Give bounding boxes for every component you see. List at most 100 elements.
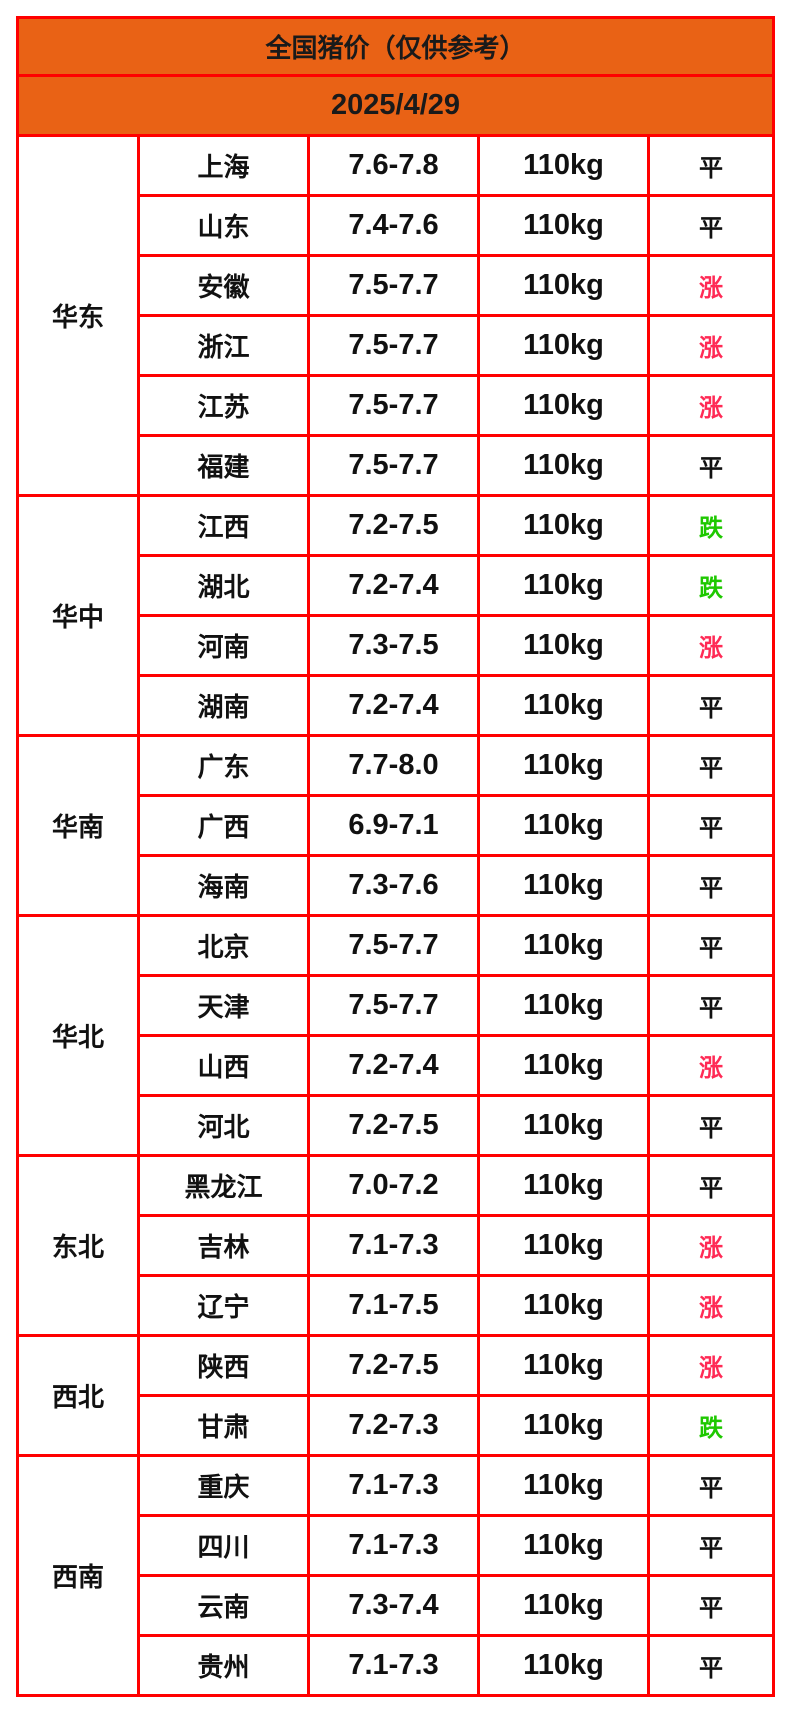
region-cell: 东北 <box>16 1154 140 1337</box>
weight-cell: 110kg <box>477 434 650 497</box>
weight-cell: 110kg <box>477 194 650 257</box>
trend-cell: 平 <box>646 1454 776 1517</box>
trend-cell: 涨 <box>646 614 776 677</box>
price-cell: 7.2-7.3 <box>307 1394 480 1457</box>
province-cell: 湖北 <box>137 554 310 617</box>
price-cell: 7.3-7.4 <box>307 1574 480 1637</box>
table-row: 华东 上海 7.6-7.8 110kg 平 <box>16 134 776 497</box>
price-cell: 7.6-7.8 <box>307 134 480 197</box>
table-row: 西南 重庆 7.1-7.3 110kg 平 <box>16 1454 776 1697</box>
trend-cell: 跌 <box>646 1394 776 1457</box>
trend-cell: 平 <box>646 914 776 977</box>
price-cell: 7.1-7.3 <box>307 1214 480 1277</box>
province-cell: 安徽 <box>137 254 310 317</box>
weight-cell: 110kg <box>477 614 650 677</box>
price-cell: 7.5-7.7 <box>307 914 480 977</box>
province-cell: 天津 <box>137 974 310 1037</box>
table-row: 海南 7.3-7.6 110kg 平 <box>18 854 776 917</box>
weight-cell: 110kg <box>477 254 650 317</box>
weight-cell: 110kg <box>477 674 650 737</box>
price-cell: 7.5-7.7 <box>307 374 480 437</box>
table-row: 山西 7.2-7.4 110kg 涨 <box>18 1034 776 1097</box>
table-row: 甘肃 7.2-7.3 110kg 跌 <box>18 1394 776 1457</box>
province-cell: 吉林 <box>137 1214 310 1277</box>
table-row: 安徽 7.5-7.7 110kg 涨 <box>18 254 776 317</box>
price-cell: 7.2-7.5 <box>307 1334 480 1397</box>
region-cell: 华南 <box>16 734 140 917</box>
price-cell: 7.3-7.6 <box>307 854 480 917</box>
trend-cell: 涨 <box>646 254 776 317</box>
table-title: 全国猪价（仅供参考） <box>15 16 776 77</box>
province-cell: 河南 <box>137 614 310 677</box>
province-cell: 江苏 <box>137 374 310 437</box>
trend-cell: 平 <box>646 134 776 197</box>
table-row: 福建 7.5-7.7 110kg 平 <box>18 434 776 497</box>
table-row: 华北 北京 7.5-7.7 110kg 平 <box>16 914 776 1157</box>
trend-cell: 平 <box>646 674 776 737</box>
table-row: 广西 6.9-7.1 110kg 平 <box>18 794 776 857</box>
table-row: 山东 7.4-7.6 110kg 平 <box>18 194 776 257</box>
trend-cell: 平 <box>646 1514 776 1577</box>
table-row: 华中 江西 7.2-7.5 110kg 跌 <box>16 494 776 737</box>
trend-cell: 平 <box>646 434 776 497</box>
price-cell: 7.2-7.4 <box>307 674 480 737</box>
weight-cell: 110kg <box>477 1454 650 1517</box>
province-cell: 湖南 <box>137 674 310 737</box>
weight-cell: 110kg <box>477 794 650 857</box>
weight-cell: 110kg <box>477 974 650 1037</box>
province-cell: 辽宁 <box>137 1274 310 1337</box>
weight-cell: 110kg <box>477 734 650 797</box>
table-row: 云南 7.3-7.4 110kg 平 <box>18 1574 776 1637</box>
trend-cell: 涨 <box>646 1034 776 1097</box>
price-cell: 7.1-7.3 <box>307 1634 480 1697</box>
trend-cell: 平 <box>646 1094 776 1157</box>
weight-cell: 110kg <box>477 1334 650 1397</box>
province-cell: 甘肃 <box>137 1394 310 1457</box>
weight-cell: 110kg <box>477 914 650 977</box>
province-cell: 黑龙江 <box>137 1154 310 1217</box>
price-cell: 7.5-7.7 <box>307 974 480 1037</box>
weight-cell: 110kg <box>477 1634 650 1697</box>
price-cell: 7.5-7.7 <box>307 434 480 497</box>
trend-cell: 平 <box>646 974 776 1037</box>
table-row: 华南 广东 7.7-8.0 110kg 平 <box>16 734 776 917</box>
price-cell: 7.7-8.0 <box>307 734 480 797</box>
table-row: 湖南 7.2-7.4 110kg 平 <box>18 674 776 737</box>
province-cell: 山西 <box>137 1034 310 1097</box>
province-cell: 北京 <box>137 914 310 977</box>
trend-cell: 平 <box>646 1574 776 1637</box>
weight-cell: 110kg <box>477 1274 650 1337</box>
weight-cell: 110kg <box>477 854 650 917</box>
table-row: 湖北 7.2-7.4 110kg 跌 <box>18 554 776 617</box>
table-row: 辽宁 7.1-7.5 110kg 涨 <box>18 1274 776 1337</box>
price-cell: 7.4-7.6 <box>307 194 480 257</box>
weight-cell: 110kg <box>477 314 650 377</box>
trend-cell: 跌 <box>646 554 776 617</box>
weight-cell: 110kg <box>477 374 650 437</box>
pig-price-table: 全国猪价（仅供参考） 2025/4/29 华东 上海 7.6-7.8 110kg 平山东… <box>15 16 776 1697</box>
price-cell: 7.1-7.3 <box>307 1454 480 1517</box>
province-cell: 重庆 <box>137 1454 310 1517</box>
table-row: 天津 7.5-7.7 110kg 平 <box>18 974 776 1037</box>
region-cell: 西北 <box>16 1334 140 1457</box>
table-date: 2025/4/29 <box>15 74 776 137</box>
province-cell: 四川 <box>137 1514 310 1577</box>
region-cell: 华东 <box>16 134 140 497</box>
price-cell: 7.2-7.4 <box>307 554 480 617</box>
province-cell: 河北 <box>137 1094 310 1157</box>
trend-cell: 涨 <box>646 1214 776 1277</box>
price-cell: 7.1-7.5 <box>307 1274 480 1337</box>
province-cell: 贵州 <box>137 1634 310 1697</box>
price-cell: 7.2-7.5 <box>307 1094 480 1157</box>
price-cell: 7.3-7.5 <box>307 614 480 677</box>
table-row: 河北 7.2-7.5 110kg 平 <box>18 1094 776 1157</box>
trend-cell: 跌 <box>646 494 776 557</box>
weight-cell: 110kg <box>477 1394 650 1457</box>
price-cell: 7.2-7.5 <box>307 494 480 557</box>
trend-cell: 涨 <box>646 1334 776 1397</box>
weight-cell: 110kg <box>477 1574 650 1637</box>
region-cell: 华北 <box>16 914 140 1157</box>
trend-cell: 平 <box>646 854 776 917</box>
price-cell: 7.5-7.7 <box>307 314 480 377</box>
trend-cell: 涨 <box>646 314 776 377</box>
